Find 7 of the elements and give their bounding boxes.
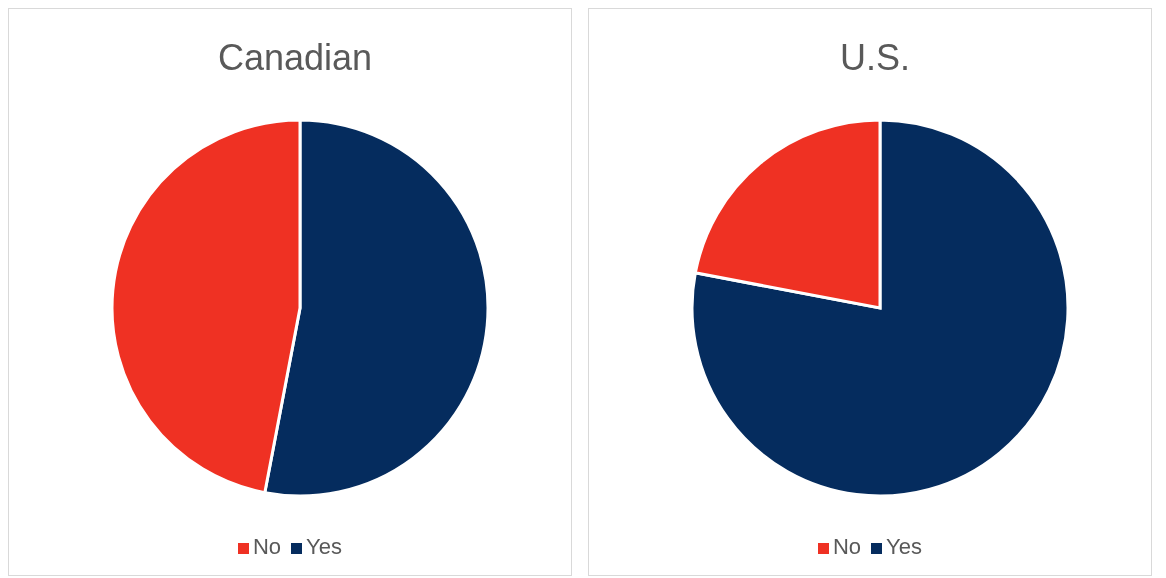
chart-title: U.S.	[839, 37, 911, 79]
legend-label: Yes	[306, 534, 342, 559]
legend-label: No	[252, 534, 282, 559]
legend-label: No	[832, 534, 862, 559]
pie-slice	[690, 118, 1070, 498]
legend-label: Yes	[886, 534, 922, 559]
chart-title: Canadian	[216, 37, 374, 79]
